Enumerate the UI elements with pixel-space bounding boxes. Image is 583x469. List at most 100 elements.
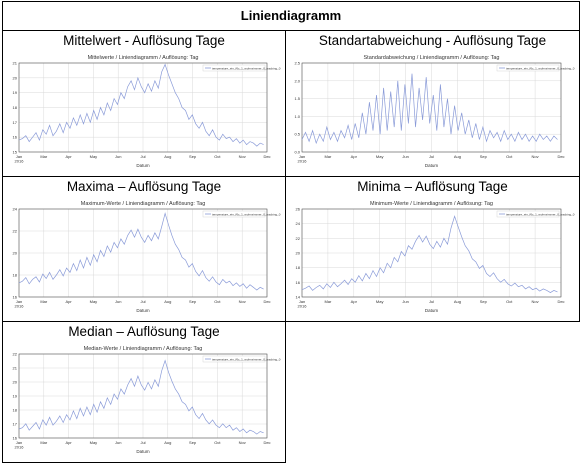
x-tick-label: Oct xyxy=(506,154,513,159)
x-tick-label: Jan xyxy=(299,299,305,304)
cell-label: Minima – Auflösung Tage xyxy=(357,179,508,194)
x-tick-label: Sep xyxy=(480,154,488,159)
y-tick-label: 19 xyxy=(13,394,18,399)
plot-frame xyxy=(301,208,562,298)
legend-label: temperature_ein_f6c_1_wohnzimmer_0_track… xyxy=(506,67,575,71)
series-line xyxy=(301,73,558,145)
x-tick-label: Dec xyxy=(557,154,564,159)
x-tick-label: Jan xyxy=(299,154,305,159)
x-tick-label: Oct xyxy=(214,440,221,445)
x-tick-label: Sep xyxy=(189,440,197,445)
x-tick-label: Mar xyxy=(324,299,332,304)
x-tick-label: 2016 xyxy=(15,304,25,309)
y-tick-label: 16 xyxy=(13,135,18,140)
y-tick-label: 24 xyxy=(13,207,18,212)
x-axis-label: Datum xyxy=(136,449,150,454)
x-tick-label: Aug xyxy=(164,154,171,159)
y-tick-label: 19 xyxy=(13,90,18,95)
cell-max: Maxima – Auflösung Tage Maximum-Werte / … xyxy=(2,176,286,322)
cell-median: Median – Auflösung Tage Median-Werte / L… xyxy=(2,321,286,463)
x-tick-label: Jan xyxy=(16,154,22,159)
legend-box xyxy=(202,64,266,72)
legend-label: temperature_ein_f6c_1_wohnzimmer_0_track… xyxy=(212,358,281,362)
plot-frame xyxy=(301,62,562,153)
cell-label: Median – Auflösung Tage xyxy=(68,324,220,339)
cell-label: Standartabweichung - Auflösung Tage xyxy=(318,33,547,48)
y-tick-label: 21 xyxy=(13,366,18,371)
x-tick-label: Nov xyxy=(239,440,246,445)
x-tick-label: Aug xyxy=(454,299,461,304)
x-tick-label: Sep xyxy=(480,299,488,304)
y-tick-label: 1.0 xyxy=(294,114,300,119)
plot-frame xyxy=(18,353,268,439)
y-tick-label: 20 xyxy=(13,251,18,256)
y-tick-label: 22 xyxy=(296,236,301,241)
y-tick-label: 14 xyxy=(296,295,301,300)
y-tick-label: 1.5 xyxy=(294,96,300,101)
legend-label: temperature_ein_f6c_1_wohnzimmer_0_track… xyxy=(212,213,281,217)
x-tick-label: 2016 xyxy=(298,159,308,164)
chart-title: Median-Werte / Liniendiagramm / Auflösun… xyxy=(84,346,203,352)
x-tick-label: 2016 xyxy=(298,304,308,309)
x-tick-label: Aug xyxy=(164,440,171,445)
x-tick-label: Jul xyxy=(140,440,145,445)
x-tick-label: May xyxy=(90,154,98,159)
chart-title: Maximum-Werte / Liniendiagramm / Auflösu… xyxy=(81,201,206,207)
x-tick-label: Oct xyxy=(506,299,513,304)
y-tick-label: 16 xyxy=(296,280,301,285)
chart-overview-table: Liniendiagramm Mittelwert - Auflösung Ta… xyxy=(2,1,580,463)
chart-median: Median-Werte / Liniendiagramm / Auflösun… xyxy=(13,346,281,454)
x-tick-label: May xyxy=(90,440,98,445)
x-tick-label: Apr xyxy=(65,299,72,304)
x-tick-label: Apr xyxy=(351,299,358,304)
series-line xyxy=(18,359,264,435)
chart-mean: Mittelwerte / Liniendiagramm / Auflösung… xyxy=(13,55,281,168)
legend-label: temperature_ein_f6c_1_wohnzimmer_0_track… xyxy=(506,213,575,217)
x-tick-label: Jul xyxy=(429,299,434,304)
plot-frame xyxy=(18,208,268,298)
x-tick-label: Jun xyxy=(115,154,121,159)
x-tick-label: Sep xyxy=(189,154,197,159)
x-tick-label: May xyxy=(376,299,384,304)
y-tick-label: 20 xyxy=(13,75,18,80)
x-tick-label: Jun xyxy=(402,299,408,304)
y-tick-label: 20 xyxy=(296,251,301,256)
chart-title: Standardabweichung / Liniendiagramm / Au… xyxy=(364,55,500,61)
y-tick-label: 22 xyxy=(13,352,18,357)
series-line xyxy=(18,63,264,147)
cell-label: Mittelwert - Auflösung Tage xyxy=(63,33,225,48)
legend-box xyxy=(496,210,560,218)
x-tick-label: Nov xyxy=(532,299,539,304)
y-tick-label: 0.5 xyxy=(294,132,300,137)
x-axis-label: Datum xyxy=(136,163,150,168)
x-tick-label: Jan xyxy=(16,440,22,445)
x-tick-label: Mar xyxy=(40,440,48,445)
cell-label: Maxima – Auflösung Tage xyxy=(66,179,222,194)
y-tick-label: 17 xyxy=(13,120,18,125)
x-tick-label: Jun xyxy=(115,299,121,304)
cell-mean: Mittelwert - Auflösung Tage Mittelwerte … xyxy=(2,30,286,177)
cell-min: Minima – Auflösung Tage Minimum-Werte / … xyxy=(285,176,580,322)
y-tick-label: 2.0 xyxy=(294,78,300,83)
y-tick-label: 15 xyxy=(13,150,18,155)
x-tick-label: Apr xyxy=(65,154,72,159)
x-tick-label: May xyxy=(376,154,384,159)
x-tick-label: Oct xyxy=(214,299,221,304)
x-tick-label: 2016 xyxy=(15,159,25,164)
y-tick-label: 21 xyxy=(13,61,18,66)
y-tick-label: 26 xyxy=(296,207,301,212)
x-axis-label: Datum xyxy=(425,163,439,168)
x-tick-label: Nov xyxy=(239,299,246,304)
chart-min: Minimum-Werte / Liniendiagramm / Auflösu… xyxy=(296,201,575,313)
x-tick-label: 2016 xyxy=(15,445,25,450)
y-tick-label: 24 xyxy=(296,221,301,226)
y-tick-label: 20 xyxy=(13,380,18,385)
x-tick-label: Jul xyxy=(140,299,145,304)
x-tick-label: Dec xyxy=(557,299,564,304)
legend-box xyxy=(496,64,560,72)
y-tick-label: 17 xyxy=(13,422,18,427)
x-tick-label: Dec xyxy=(263,299,270,304)
legend-box xyxy=(202,210,266,218)
x-tick-label: Jul xyxy=(429,154,434,159)
x-tick-label: Sep xyxy=(189,299,197,304)
